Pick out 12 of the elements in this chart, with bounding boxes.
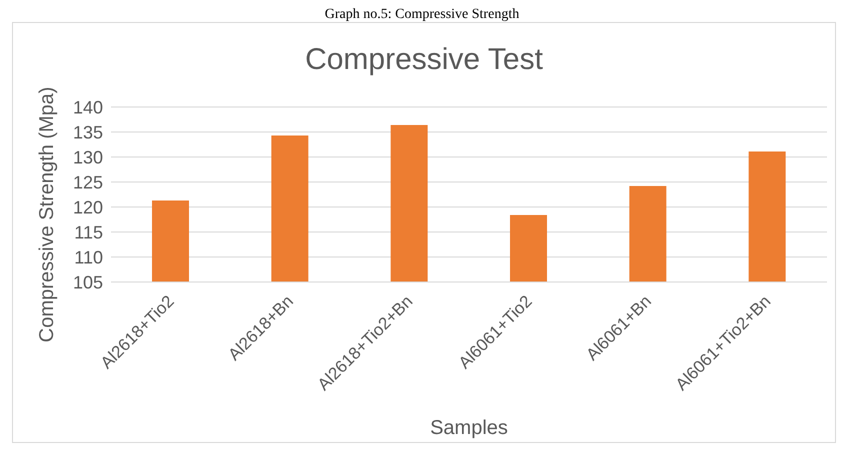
- y-tick-label: 120: [72, 197, 103, 218]
- y-tick-label: 115: [74, 222, 103, 242]
- chart-title: Compressive Test: [304, 43, 544, 77]
- y-tick-label: 125: [72, 172, 103, 192]
- y-tick-label: 130: [72, 147, 103, 168]
- y-tick-label: 105: [72, 272, 103, 292]
- y-tick-label: 110: [74, 247, 103, 268]
- x-axis-title: Samples: [430, 417, 508, 439]
- y-axis-title: Compressive Strength (Mpa): [36, 86, 58, 342]
- text: Graph no.5: Compressive Strength: [324, 7, 520, 22]
- y-tick-label: 135: [72, 122, 103, 142]
- y-tick-label: 140: [72, 97, 103, 118]
